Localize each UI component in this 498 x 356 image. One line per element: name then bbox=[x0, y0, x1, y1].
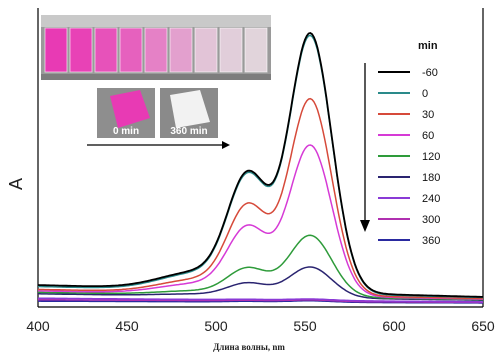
x-tick-label: 650 bbox=[471, 318, 495, 334]
legend-label-30: 30 bbox=[422, 109, 434, 121]
x-ticks: 400 450 500 550 600 650 bbox=[26, 318, 495, 334]
x-axis-label: Длина волны, nm bbox=[213, 342, 285, 352]
vial bbox=[244, 27, 268, 73]
vial bbox=[194, 27, 218, 73]
spectrum-line-30 bbox=[37, 97, 484, 300]
legend-label-180: 180 bbox=[422, 172, 440, 184]
film-photo-after: 360 min bbox=[160, 88, 218, 138]
x-tick-label: 500 bbox=[204, 318, 228, 334]
decrease-arrow bbox=[360, 63, 370, 232]
y-axis-label: A bbox=[6, 178, 26, 190]
spectrum-line-60 bbox=[38, 144, 483, 300]
vial bbox=[219, 27, 243, 73]
vial bbox=[169, 27, 193, 73]
spectrum-line--60 bbox=[37, 32, 483, 298]
x-tick-label: 550 bbox=[293, 318, 317, 334]
plot-frame bbox=[37, 8, 484, 308]
legend-label-360: 360 bbox=[422, 235, 440, 247]
film-after-label: 360 min bbox=[170, 126, 207, 137]
legend: min -60 0 30 60 120 180 240 300 360 bbox=[378, 40, 440, 247]
legend-label-0: 0 bbox=[422, 88, 428, 100]
vial bbox=[119, 27, 143, 73]
bleached-film bbox=[170, 90, 210, 128]
magenta-film bbox=[110, 90, 150, 128]
film-before-label: 0 min bbox=[113, 126, 139, 137]
legend-label-240: 240 bbox=[422, 193, 440, 205]
film-photo-before: 0 min bbox=[97, 88, 155, 138]
legend-label-60: 60 bbox=[422, 130, 434, 142]
x-tick-label: 600 bbox=[382, 318, 406, 334]
time-arrow bbox=[87, 141, 230, 149]
legend-label-300: 300 bbox=[422, 214, 440, 226]
vials-photo bbox=[41, 15, 271, 80]
legend-label-120: 120 bbox=[422, 151, 440, 163]
x-tick-label: 400 bbox=[26, 318, 50, 334]
spectra-curves bbox=[37, 32, 484, 304]
spectrum-line-240 bbox=[38, 297, 483, 303]
legend-label--60: -60 bbox=[422, 67, 438, 79]
vial bbox=[69, 27, 93, 73]
vial bbox=[94, 27, 118, 73]
vial bbox=[44, 27, 68, 73]
vial bbox=[144, 27, 168, 73]
legend-title: min bbox=[418, 40, 438, 52]
x-tick-label: 450 bbox=[115, 318, 139, 334]
